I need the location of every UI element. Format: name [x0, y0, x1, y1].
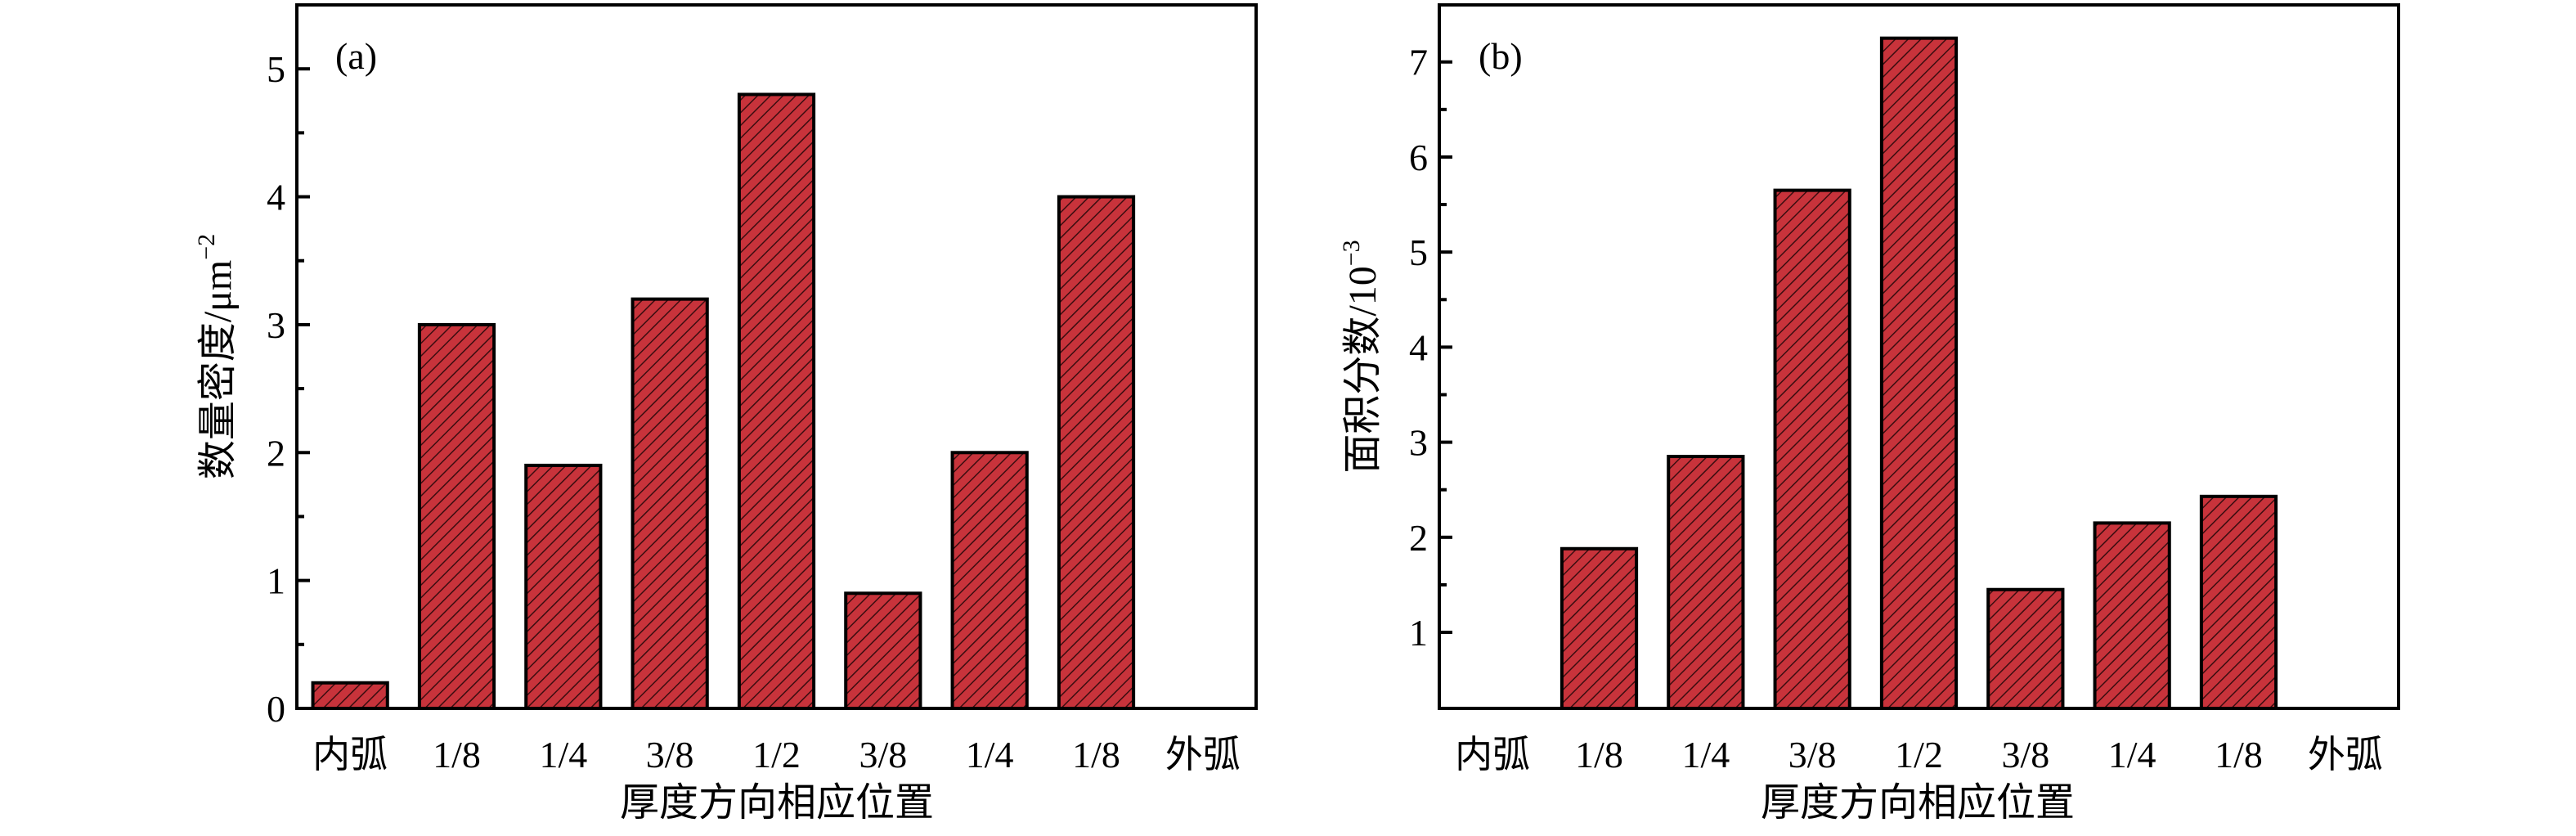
y-tick-label-a: 4: [267, 177, 285, 218]
bars-a: [311, 92, 1136, 711]
panel-b: (b) 厚度方向相应位置 面积分数/10−3 1 2 3 4 5 6 7 内弧 1/8 1/4 3/…: [1338, 3, 2400, 825]
x-tick-label-a: 1/4: [966, 734, 1014, 775]
bar-a: [737, 92, 816, 711]
x-tick-label-a: 1/2: [752, 734, 801, 775]
bar-b: [2199, 494, 2278, 710]
x-tick-label-b: 1/4: [1681, 734, 1730, 775]
x-tick-label-b: 内弧: [1455, 734, 1530, 775]
bar-a: [417, 322, 496, 710]
y-tick-label-b: 7: [1409, 42, 1428, 83]
y-tick-label-a: 3: [267, 304, 285, 346]
bar-a: [950, 451, 1029, 710]
x-tick-label-a: 1/4: [539, 734, 587, 775]
bar-b: [1773, 188, 1851, 710]
y-tick-label-b: 2: [1409, 517, 1428, 559]
bar-a: [1057, 195, 1136, 710]
x-tick-label-a: 外弧: [1165, 734, 1241, 775]
y-axis-ticks-b: 1 2 3 4 5 6 7 内弧 1/8 1/4 3/8 1/2 3/8 1/4 1/8 外弧: [1409, 42, 2383, 775]
y-tick-label-b: 1: [1409, 612, 1428, 654]
x-tick-label-b: 1/8: [1575, 734, 1623, 775]
x-tick-label-b: 外弧: [2308, 734, 2383, 775]
x-tick-label-a: 内弧: [312, 734, 388, 775]
x-tick-label-b: 1/8: [2215, 734, 2263, 775]
x-tick-label-b: 1/4: [2108, 734, 2156, 775]
x-axis-label-a: 厚度方向相应位置: [620, 781, 934, 825]
bars-b: [1560, 36, 2278, 711]
bar-a: [844, 591, 922, 710]
y-axis-label-b: 面积分数/10−3: [1338, 240, 1384, 473]
panel-label-a: (a): [335, 35, 377, 77]
y-tick-label-b: 6: [1409, 137, 1428, 178]
bar-b: [1667, 455, 1745, 710]
bar-b: [1560, 546, 1639, 711]
y-axis-label-superscript-b: −3: [1338, 240, 1365, 266]
x-tick-label-b: 3/8: [1788, 734, 1837, 775]
y-tick-label-b: 5: [1409, 231, 1428, 273]
x-tick-label-b: 3/8: [2001, 734, 2049, 775]
y-tick-label-b: 4: [1409, 326, 1428, 368]
y-tick-label-a: 0: [267, 688, 285, 730]
bar-b: [1879, 36, 1959, 711]
y-axis-ticks-a: 0 1 2 3 4 5 内弧 1/8 1/4 3/8 1/2 3/8 1/4 1/8 外弧: [267, 48, 1241, 775]
x-axis-label-b: 厚度方向相应位置: [1761, 781, 2075, 825]
x-tick-label-a: 3/8: [859, 734, 907, 775]
bar-a: [524, 463, 603, 711]
y-tick-label-a: 2: [267, 432, 285, 474]
y-axis-label-superscript-a: −2: [193, 234, 220, 260]
x-tick-label-b: 1/2: [1895, 734, 1943, 775]
panel-a: (a) 厚度方向相应位置 数量密度/μm−2 0 1 2 3 4 5 内弧 1/8 1/4 3/8…: [193, 3, 1258, 825]
y-tick-label-a: 5: [267, 48, 285, 90]
x-tick-label-a: 1/8: [1072, 734, 1120, 775]
bar-b: [2093, 521, 2171, 710]
y-axis-label-a: 数量密度/μm−2: [193, 234, 240, 479]
x-tick-label-a: 3/8: [646, 734, 694, 775]
y-tick-label-b: 3: [1409, 422, 1428, 464]
panel-label-b: (b): [1479, 35, 1523, 77]
bar-a: [311, 681, 389, 711]
bar-b: [1986, 587, 2065, 710]
bar-a: [631, 297, 709, 710]
y-tick-label-a: 1: [267, 560, 285, 602]
x-tick-label-a: 1/8: [433, 734, 481, 775]
